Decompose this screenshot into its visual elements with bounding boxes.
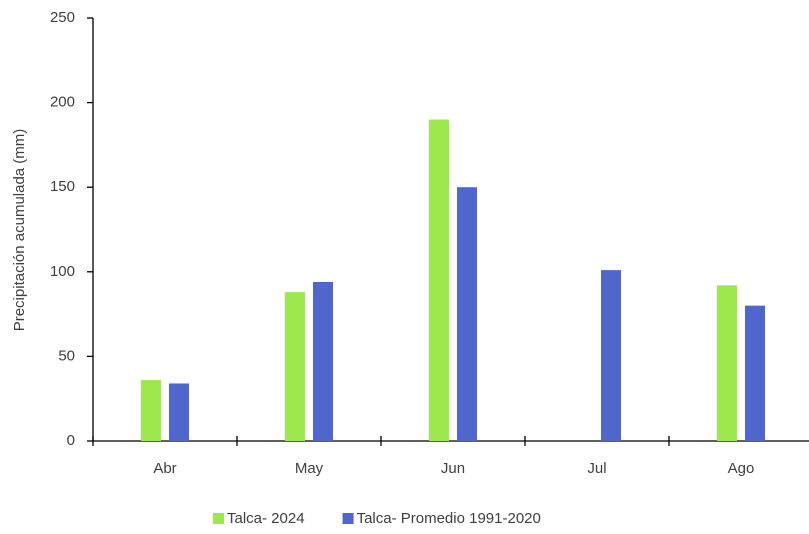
x-tick-label: Jul [587, 460, 606, 477]
bar [141, 380, 161, 441]
y-tick-label: 0 [67, 432, 75, 449]
bar [457, 187, 477, 441]
legend-label: Talca- 2024 [227, 510, 305, 527]
y-tick-label: 250 [50, 9, 75, 26]
bar [169, 383, 189, 441]
bar [313, 281, 333, 441]
y-axis-label: Precipitación acumulada (mm) [11, 129, 28, 332]
bar [429, 119, 449, 442]
x-tick-label: Ago [728, 460, 755, 477]
bar [285, 292, 305, 441]
y-tick-label: 200 [50, 94, 75, 111]
x-tick-label: May [295, 460, 324, 477]
legend-swatch [342, 513, 354, 524]
bar [745, 305, 765, 441]
y-tick-label: 50 [58, 347, 75, 364]
x-tick-label: Abr [153, 460, 176, 477]
bar [601, 270, 621, 441]
bar [717, 285, 737, 441]
legend-label: Talca- Promedio 1991-2020 [357, 510, 541, 527]
legend-swatch [213, 513, 224, 524]
x-tick-label: Jun [441, 460, 465, 477]
y-tick-label: 150 [50, 178, 75, 195]
y-tick-label: 100 [50, 263, 75, 280]
